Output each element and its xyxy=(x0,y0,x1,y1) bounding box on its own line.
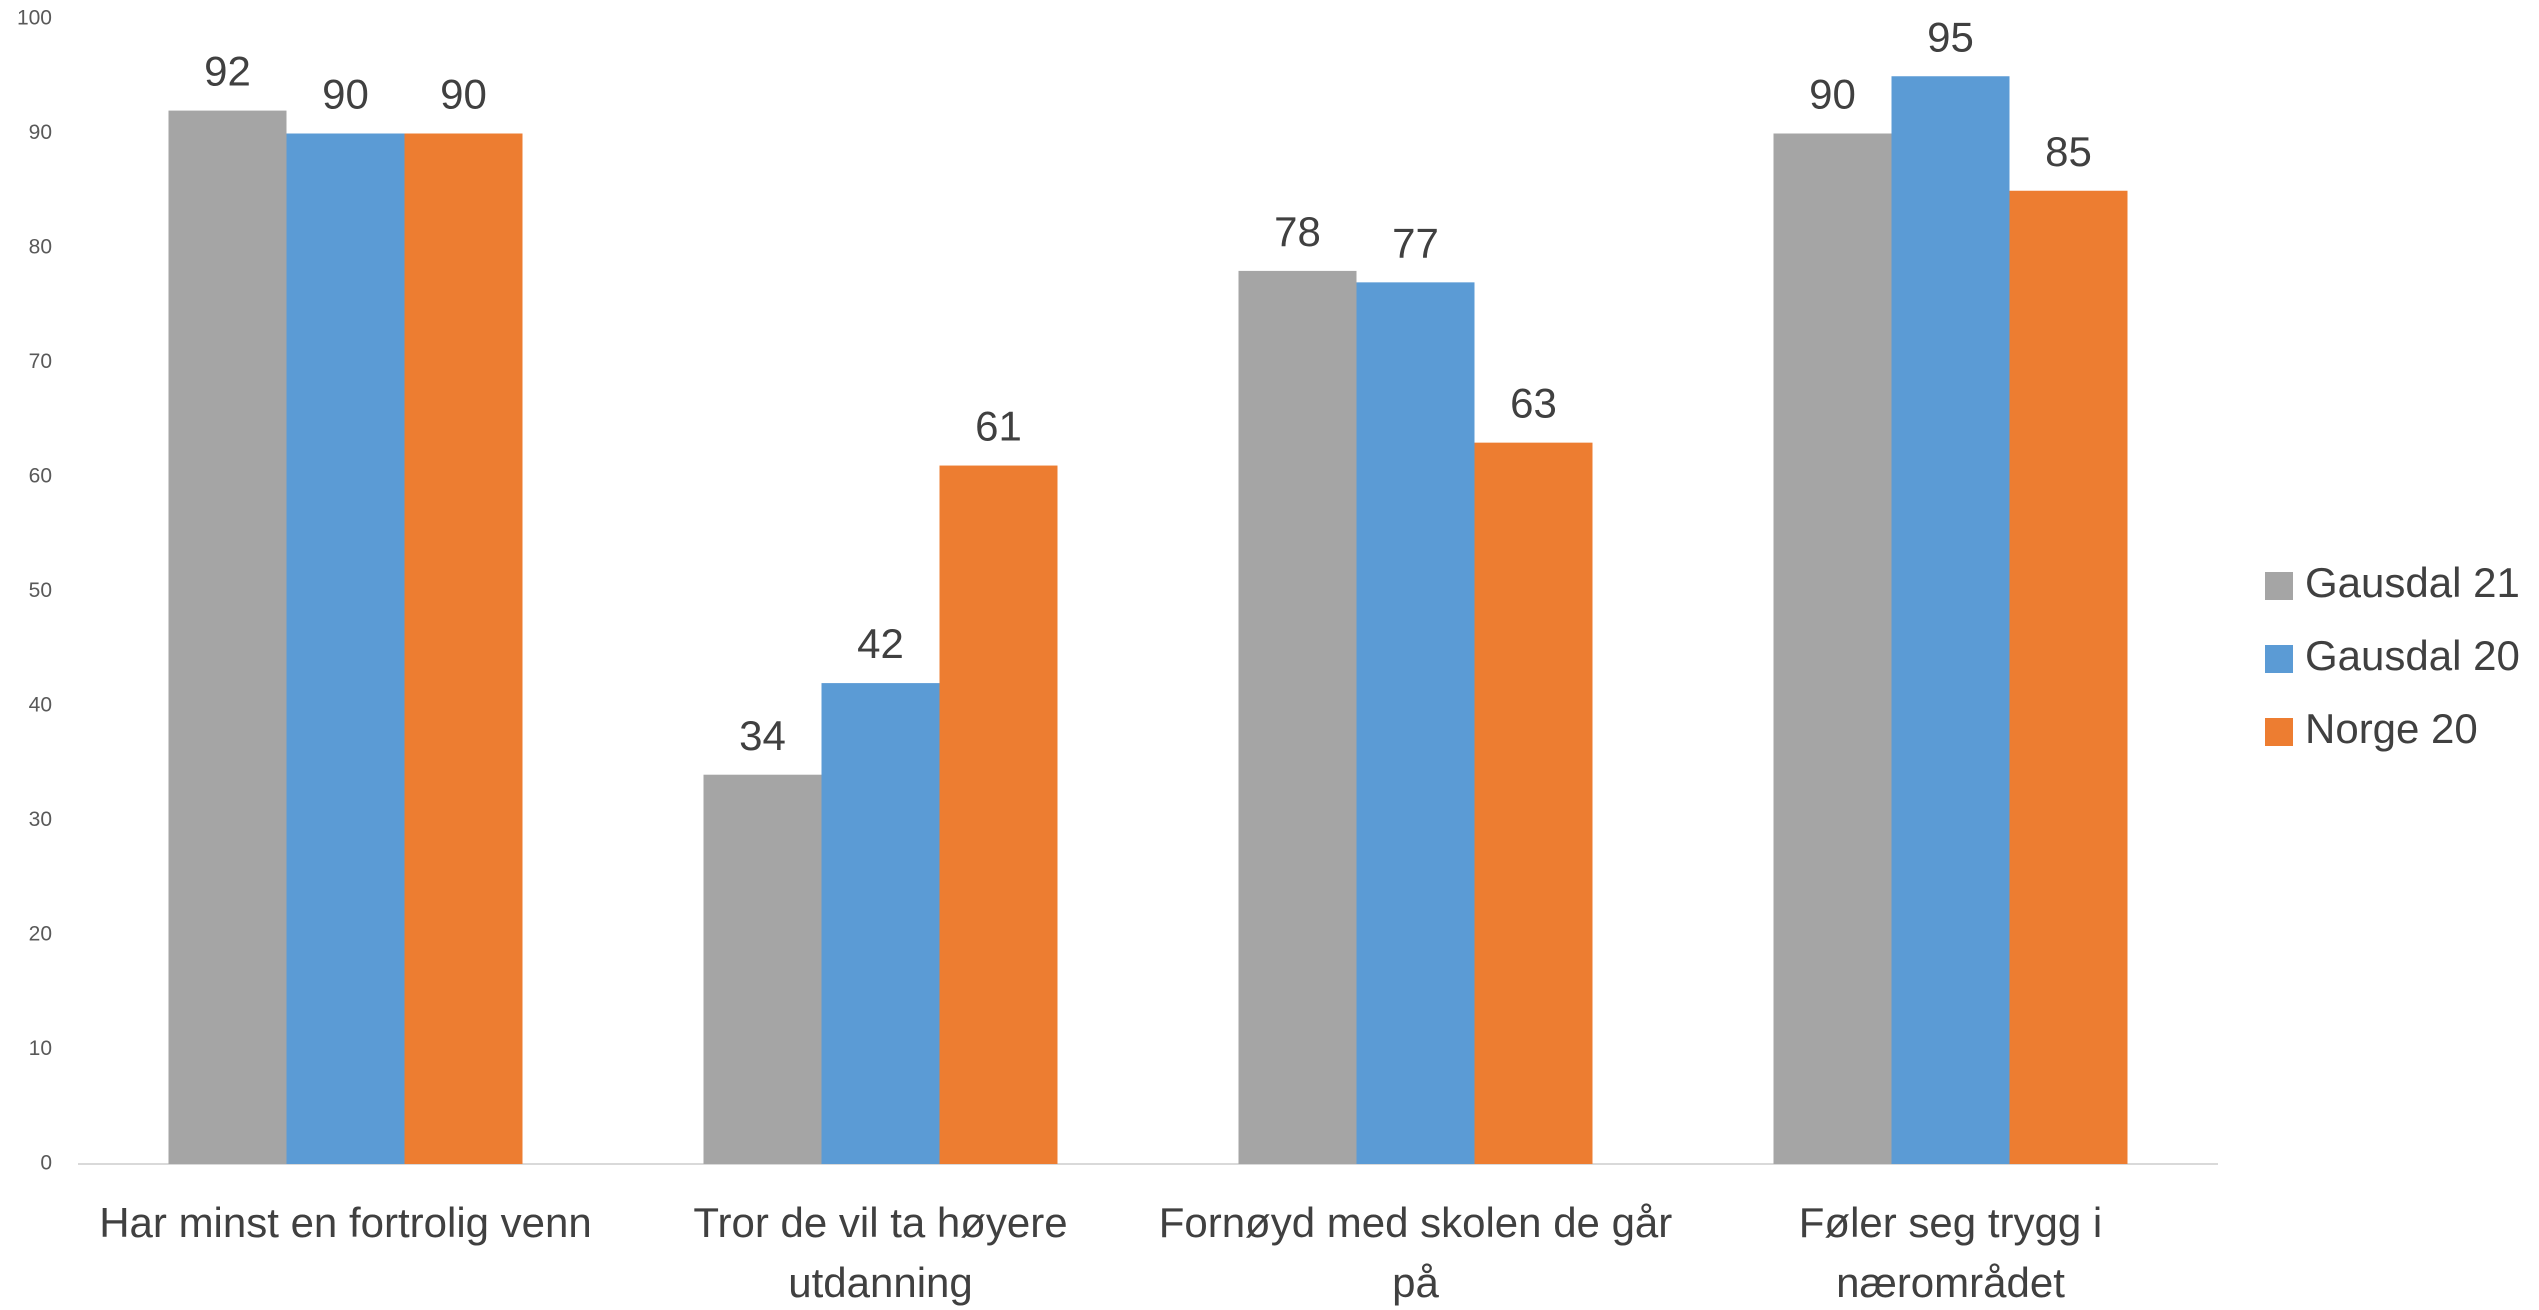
data-label: 63 xyxy=(1510,380,1557,427)
y-tick-label: 90 xyxy=(29,121,52,144)
legend-swatch xyxy=(2265,718,2293,746)
bar xyxy=(1356,282,1475,1165)
data-label: 95 xyxy=(1927,13,1974,60)
data-label: 42 xyxy=(857,620,904,667)
y-tick-label: 50 xyxy=(29,579,52,602)
y-tick-label: 70 xyxy=(29,350,52,373)
bar xyxy=(1891,76,2010,1164)
bar xyxy=(821,683,940,1164)
data-label: 85 xyxy=(2045,128,2092,175)
legend-label: Norge 20 xyxy=(2305,705,2478,752)
bar xyxy=(404,133,523,1164)
bar xyxy=(168,110,287,1165)
bar xyxy=(1238,270,1357,1164)
data-label: 90 xyxy=(440,71,487,118)
data-label: 61 xyxy=(975,403,1022,450)
y-tick-label: 30 xyxy=(29,808,52,831)
y-tick-label: 20 xyxy=(29,923,52,946)
x-tick-label: Tror de vil ta høyere utdanning xyxy=(693,1199,1067,1306)
x-tick-label: Har minst en fortrolig venn xyxy=(99,1199,592,1246)
x-tick-label: Føler seg trygg i nærområdet xyxy=(1799,1199,2102,1306)
data-label: 77 xyxy=(1392,219,1439,266)
data-label: 90 xyxy=(1809,71,1856,118)
y-tick-label: 80 xyxy=(29,236,52,259)
y-tick-label: 10 xyxy=(29,1037,52,1060)
legend-swatch xyxy=(2265,645,2293,673)
bar xyxy=(2009,190,2128,1164)
data-label: 34 xyxy=(739,712,786,759)
x-tick-label: Fornøyd med skolen de går på xyxy=(1159,1199,1673,1306)
data-label: 90 xyxy=(322,71,369,118)
bar xyxy=(1474,442,1593,1164)
data-label: 92 xyxy=(204,48,251,95)
legend-label: Gausdal 21 xyxy=(2305,559,2520,606)
y-tick-label: 0 xyxy=(40,1152,52,1175)
y-tick-label: 40 xyxy=(29,694,52,717)
data-label: 78 xyxy=(1274,208,1321,255)
bar xyxy=(939,465,1058,1164)
bar xyxy=(286,133,405,1164)
bar xyxy=(1773,133,1892,1164)
bar xyxy=(703,774,822,1164)
y-tick-label: 100 xyxy=(17,7,52,30)
legend-label: Gausdal 20 xyxy=(2305,632,2520,679)
legend-swatch xyxy=(2265,572,2293,600)
y-tick-label: 60 xyxy=(29,465,52,488)
